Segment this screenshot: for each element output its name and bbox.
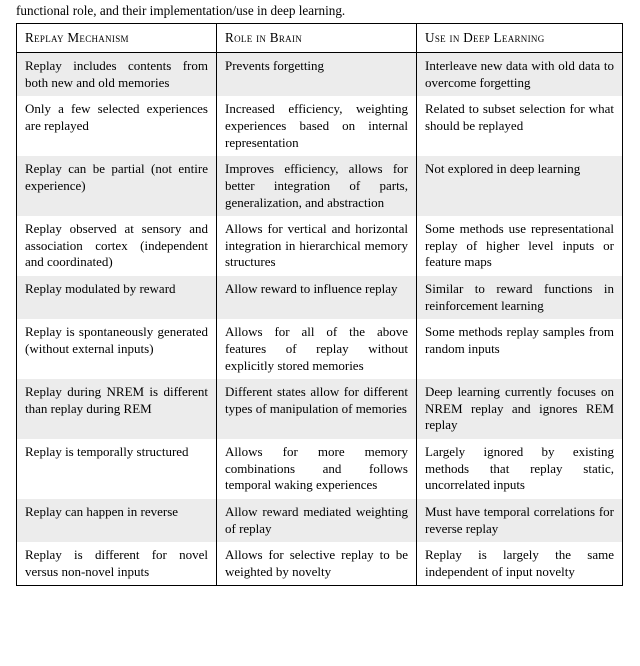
table-cell: Allow reward mediated weighting of repla… (217, 499, 417, 542)
table-cell: Allows for more memory combinations and … (217, 439, 417, 499)
replay-table: Replay Mechanism Role in Brain Use in De… (16, 23, 623, 586)
table-cell: Allows for all of the above features of … (217, 319, 417, 379)
table-header-row: Replay Mechanism Role in Brain Use in De… (17, 24, 623, 53)
col-header-use: Use in Deep Learning (417, 24, 623, 53)
table-cell: Allow reward to influence replay (217, 276, 417, 319)
table-cell: Increased efficiency, weighting experien… (217, 96, 417, 156)
table-cell: Deep learning currently focuses on NREM … (417, 379, 623, 439)
table-row: Only a few selected experiences are repl… (17, 96, 623, 156)
table-caption: functional role, and their implementatio… (0, 0, 640, 23)
table-cell: Must have temporal correlations for reve… (417, 499, 623, 542)
table-cell: Only a few selected experiences are repl… (17, 96, 217, 156)
table-cell: Improves efficiency, allows for better i… (217, 156, 417, 216)
table-cell: Similar to reward functions in reinforce… (417, 276, 623, 319)
table-cell: Interleave new data with old data to ove… (417, 53, 623, 97)
table-cell: Largely ignored by existing methods that… (417, 439, 623, 499)
table-row: Replay during NREM is different than rep… (17, 379, 623, 439)
table-cell: Replay can be partial (not entire experi… (17, 156, 217, 216)
table-cell: Replay is different for novel versus non… (17, 542, 217, 586)
table-cell: Replay is spontaneously generated (witho… (17, 319, 217, 379)
table-cell: Some methods replay samples from random … (417, 319, 623, 379)
table-cell: Allows for selective replay to be weight… (217, 542, 417, 586)
table-row: Replay is temporally structuredAllows fo… (17, 439, 623, 499)
table-cell: Replay during NREM is different than rep… (17, 379, 217, 439)
table-row: Replay can happen in reverseAllow reward… (17, 499, 623, 542)
table-row: Replay modulated by rewardAllow reward t… (17, 276, 623, 319)
col-header-role: Role in Brain (217, 24, 417, 53)
table-cell: Allows for vertical and horizontal integ… (217, 216, 417, 276)
table-cell: Different states allow for different typ… (217, 379, 417, 439)
table-cell: Not explored in deep learning (417, 156, 623, 216)
table-row: Replay includes contents from both new a… (17, 53, 623, 97)
col-header-mechanism: Replay Mechanism (17, 24, 217, 53)
table-cell: Replay is largely the same independent o… (417, 542, 623, 586)
table-cell: Related to subset selection for what sho… (417, 96, 623, 156)
table-cell: Replay observed at sensory and associati… (17, 216, 217, 276)
table-cell: Replay includes contents from both new a… (17, 53, 217, 97)
table-cell: Replay is temporally structured (17, 439, 217, 499)
table-cell: Some methods use representational replay… (417, 216, 623, 276)
table-cell: Prevents forgetting (217, 53, 417, 97)
table-row: Replay can be partial (not entire experi… (17, 156, 623, 216)
table-cell: Replay modulated by reward (17, 276, 217, 319)
table-row: Replay observed at sensory and associati… (17, 216, 623, 276)
table-row: Replay is different for novel versus non… (17, 542, 623, 586)
table-row: Replay is spontaneously generated (witho… (17, 319, 623, 379)
table-cell: Replay can happen in reverse (17, 499, 217, 542)
